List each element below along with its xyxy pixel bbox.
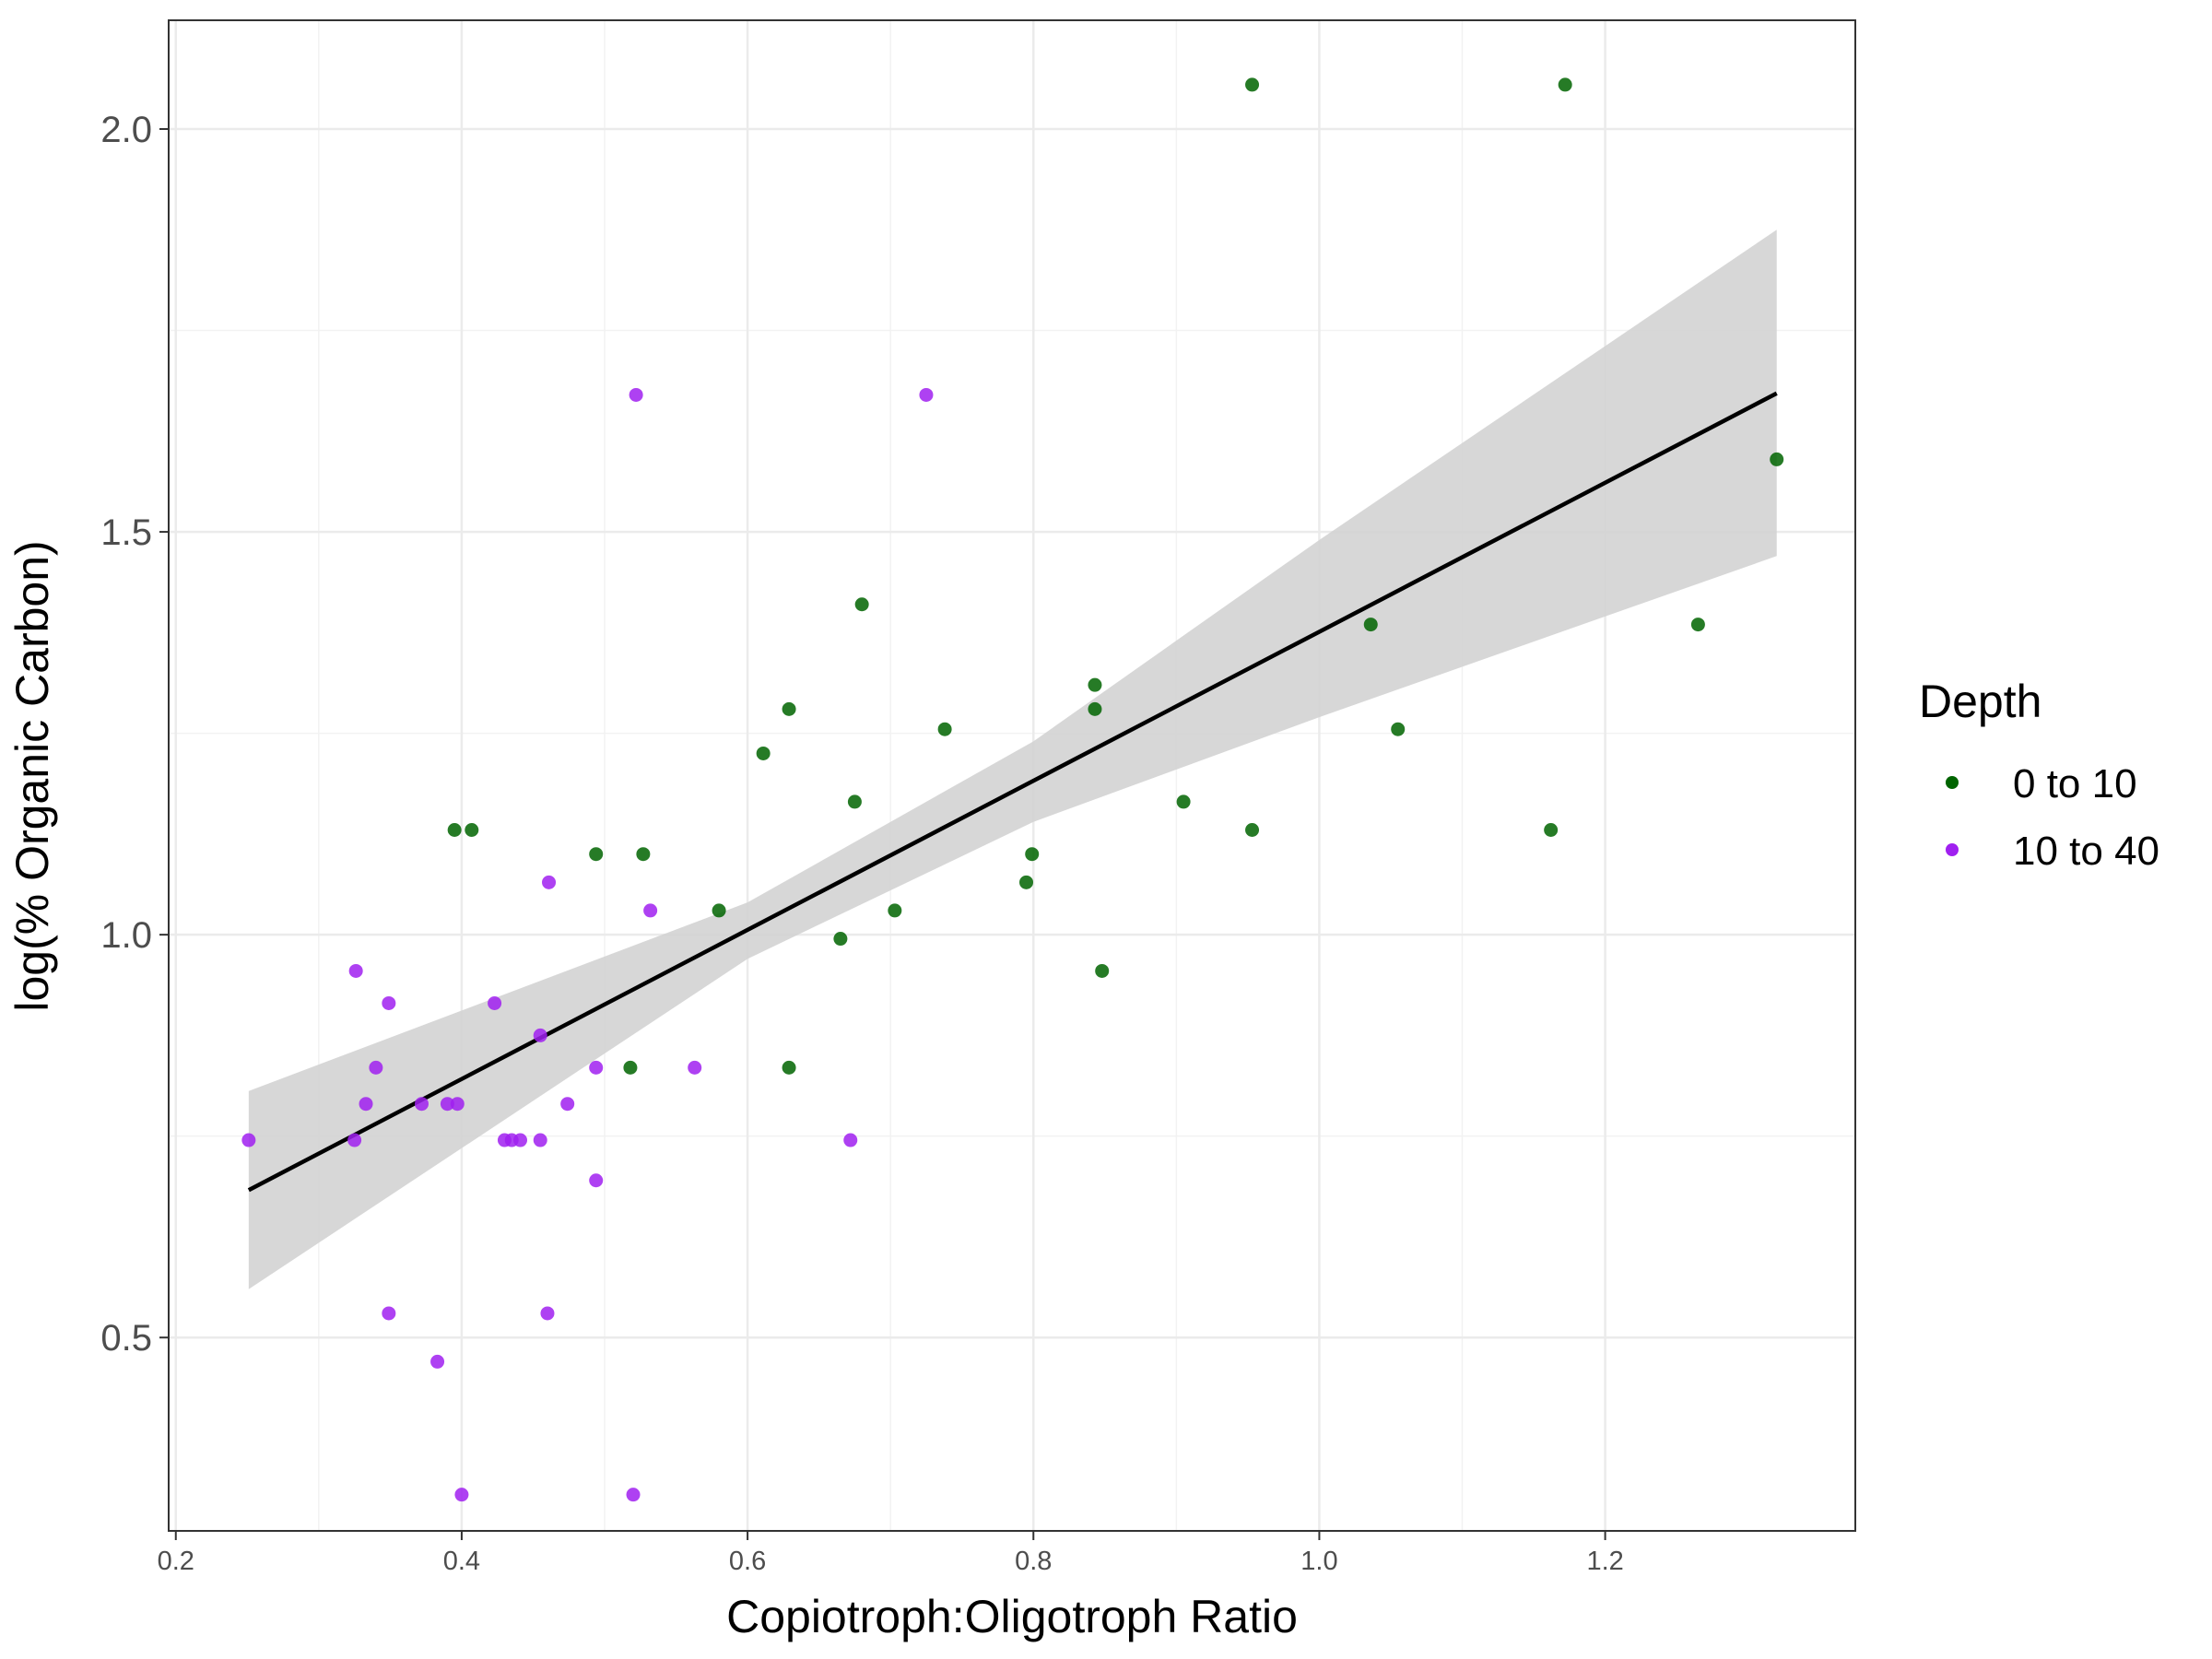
data-point-0-to-10 bbox=[447, 823, 462, 838]
data-point-0-to-10 bbox=[465, 823, 479, 838]
x-tick-label: 1.2 bbox=[1586, 1547, 1623, 1576]
data-point-0-to-10 bbox=[782, 701, 796, 716]
data-point-0-to-10 bbox=[854, 597, 869, 612]
data-point-0-to-10 bbox=[1245, 77, 1260, 92]
legend-label-10-to-40: 10 to 40 bbox=[2013, 829, 2159, 874]
data-point-10-to-40 bbox=[440, 1097, 454, 1112]
data-point-10-to-40 bbox=[359, 1097, 373, 1112]
data-point-0-to-10 bbox=[1544, 823, 1559, 838]
data-point-0-to-10 bbox=[623, 1060, 638, 1075]
data-point-10-to-40 bbox=[382, 995, 396, 1010]
data-point-0-to-10 bbox=[1391, 722, 1406, 736]
panel-border bbox=[168, 19, 1856, 1532]
data-point-0-to-10 bbox=[1025, 847, 1040, 862]
data-point-0-to-10 bbox=[712, 903, 726, 918]
legend: Depth 0 to 10 10 to 40 bbox=[1919, 676, 2159, 874]
data-point-10-to-40 bbox=[533, 1028, 547, 1042]
data-point-0-to-10 bbox=[782, 1060, 796, 1075]
legend-title: Depth bbox=[1919, 676, 2041, 727]
data-point-10-to-40 bbox=[382, 1306, 396, 1321]
y-axis-ticks: 0.5 1.0 1.5 2.0 bbox=[100, 110, 169, 1359]
data-point-10-to-40 bbox=[369, 1060, 383, 1075]
data-point-10-to-40 bbox=[919, 387, 934, 402]
confidence-band-group bbox=[248, 229, 1777, 1289]
data-point-0-to-10 bbox=[833, 932, 848, 947]
legend-label-0-to-10: 0 to 10 bbox=[2013, 761, 2137, 806]
data-point-10-to-40 bbox=[488, 995, 502, 1010]
regression-line bbox=[247, 391, 1778, 1193]
data-point-0-to-10 bbox=[1019, 875, 1034, 889]
confidence-band bbox=[248, 229, 1777, 1289]
data-point-0-to-10 bbox=[1088, 701, 1102, 716]
data-point-0-to-10 bbox=[1095, 963, 1110, 978]
x-axis-ticks: 0.2 0.4 0.6 0.8 1.0 1.2 bbox=[158, 1531, 1624, 1576]
data-point-10-to-40 bbox=[542, 875, 557, 889]
data-point-0-to-10 bbox=[888, 903, 902, 918]
data-point-10-to-40 bbox=[843, 1133, 858, 1147]
x-tick-label: 0.6 bbox=[729, 1547, 766, 1576]
data-point-0-to-10 bbox=[1176, 794, 1191, 809]
data-point-0-to-10 bbox=[756, 746, 771, 760]
y-tick-label: 1.5 bbox=[100, 512, 152, 553]
data-point-10-to-40 bbox=[560, 1097, 575, 1112]
x-tick-label: 0.8 bbox=[1015, 1547, 1052, 1576]
data-point-10-to-40 bbox=[643, 903, 658, 918]
data-point-0-to-10 bbox=[1088, 677, 1102, 692]
data-point-0-to-10 bbox=[636, 847, 651, 862]
data-point-10-to-40 bbox=[589, 1173, 604, 1188]
data-point-0-to-10 bbox=[1770, 452, 1784, 466]
y-tick-label: 2.0 bbox=[100, 110, 152, 150]
legend-key-10-to-40 bbox=[1946, 843, 1959, 856]
data-point-10-to-40 bbox=[348, 963, 363, 978]
data-point-0-to-10 bbox=[937, 722, 952, 736]
y-tick-label: 0.5 bbox=[100, 1318, 152, 1359]
data-point-0-to-10 bbox=[847, 794, 862, 809]
x-tick-label: 1.0 bbox=[1300, 1547, 1337, 1576]
data-point-10-to-40 bbox=[415, 1097, 429, 1112]
data-point-10-to-40 bbox=[540, 1306, 555, 1321]
data-point-10-to-40 bbox=[513, 1133, 528, 1147]
data-point-10-to-40 bbox=[454, 1488, 469, 1502]
major-gridlines bbox=[169, 20, 1855, 1531]
data-point-10-to-40 bbox=[241, 1133, 256, 1147]
data-point-0-to-10 bbox=[1363, 618, 1378, 632]
data-point-10-to-40 bbox=[626, 1488, 641, 1502]
data-point-10-to-40 bbox=[589, 1060, 604, 1075]
data-point-10-to-40 bbox=[450, 1097, 465, 1112]
data-point-10-to-40 bbox=[533, 1133, 547, 1147]
data-point-10-to-40 bbox=[347, 1133, 362, 1147]
regression-line-group bbox=[247, 391, 1778, 1193]
data-point-10-to-40 bbox=[629, 387, 643, 402]
legend-key-0-to-10 bbox=[1946, 776, 1959, 789]
x-tick-label: 0.4 bbox=[443, 1547, 480, 1576]
data-point-0-to-10 bbox=[1558, 77, 1572, 92]
x-tick-label: 0.2 bbox=[158, 1547, 194, 1576]
y-axis-title: log(% Organic Carbon) bbox=[6, 540, 58, 1011]
data-point-0-to-10 bbox=[1690, 618, 1705, 632]
x-axis-title: Copiotroph:Oligotroph Ratio bbox=[726, 1591, 1298, 1642]
data-point-0-to-10 bbox=[589, 847, 604, 862]
data-points-group bbox=[241, 77, 1784, 1502]
data-point-10-to-40 bbox=[688, 1060, 702, 1075]
y-tick-label: 1.0 bbox=[100, 915, 152, 956]
data-point-0-to-10 bbox=[1245, 823, 1260, 838]
data-point-10-to-40 bbox=[430, 1354, 445, 1369]
